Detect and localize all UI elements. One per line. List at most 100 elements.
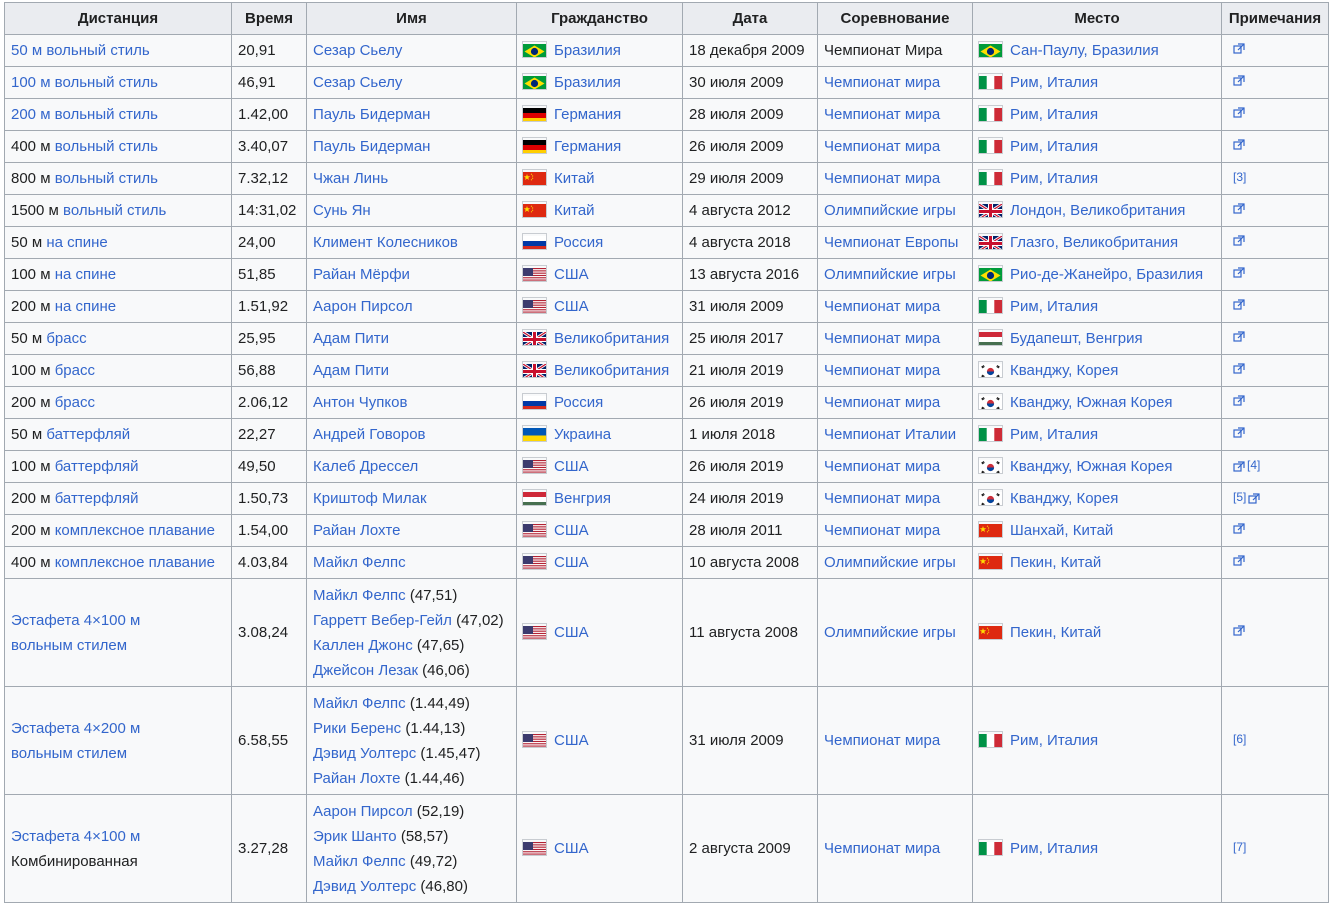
country-link[interactable]: США [554, 266, 589, 283]
swimmer-link[interactable]: Криштоф Милак [313, 490, 427, 507]
external-link-icon[interactable] [1233, 456, 1245, 472]
reference-link[interactable]: [5] [1233, 489, 1247, 504]
swimmer-link[interactable]: Дэвид Уолтерс [313, 877, 417, 895]
external-link-icon[interactable] [1233, 198, 1245, 214]
distance-link[interactable]: Эстафета 4×100 м [11, 611, 141, 629]
competition-link[interactable]: Чемпионат мира [824, 732, 941, 749]
distance-link[interactable]: Эстафета 4×200 м [11, 719, 141, 737]
swimmer-link[interactable]: Сезар Сьелу [313, 74, 403, 91]
country-link[interactable]: Китай [554, 202, 595, 219]
external-link-icon[interactable] [1233, 518, 1245, 534]
country-link[interactable]: Бразилия [554, 42, 621, 59]
distance-link[interactable]: на спине [46, 234, 108, 251]
distance-link[interactable]: комплексное плавание [54, 554, 216, 571]
place-link[interactable]: Сан-Паулу, Бразилия [1010, 42, 1159, 59]
header-date[interactable]: Дата [682, 2, 818, 35]
place-link[interactable]: Рим, Италия [1010, 170, 1099, 187]
external-link-icon[interactable] [1233, 102, 1245, 118]
swimmer-link[interactable]: Адам Пити [313, 330, 389, 347]
swimmer-link[interactable]: Райан Мёрфи [313, 266, 410, 283]
swimmer-link[interactable]: Майкл Фелпс [313, 694, 406, 712]
country-link[interactable]: Германия [554, 106, 622, 123]
place-link[interactable]: Рим, Италия [1010, 298, 1099, 315]
header-place[interactable]: Место [972, 2, 1222, 35]
header-distance[interactable]: Дистанция [4, 2, 232, 35]
place-link[interactable]: Рим, Италия [1010, 138, 1099, 155]
competition-link[interactable]: Чемпионат мира [824, 74, 941, 91]
swimmer-link[interactable]: Сезар Сьелу [313, 42, 403, 59]
swimmer-link[interactable]: Дэвид Уолтерс [313, 744, 417, 762]
place-link[interactable]: Кванджу, Корея [1010, 490, 1119, 507]
external-link-icon[interactable] [1233, 620, 1245, 636]
distance-link[interactable]: комплексное плавание [54, 522, 216, 539]
swimmer-link[interactable]: Гарретт Вебер-Гейл [313, 611, 452, 629]
swimmer-link[interactable]: Райан Лохте [313, 769, 401, 787]
country-link[interactable]: США [554, 732, 589, 749]
competition-link[interactable]: Чемпионат мира [824, 522, 941, 539]
distance-link[interactable]: 50 м вольный стиль [11, 42, 150, 59]
competition-link[interactable]: Чемпионат Италии [824, 426, 957, 443]
distance-link[interactable]: вольный стиль [54, 170, 158, 187]
external-link-icon[interactable] [1233, 326, 1245, 342]
country-link[interactable]: Венгрия [554, 490, 611, 507]
place-link[interactable]: Рим, Италия [1010, 840, 1099, 857]
place-link[interactable]: Рим, Италия [1010, 74, 1099, 91]
swimmer-link[interactable]: Адам Пити [313, 362, 389, 379]
external-link-icon[interactable] [1248, 488, 1260, 504]
place-link[interactable]: Пекин, Китай [1010, 624, 1102, 641]
place-link[interactable]: Лондон, Великобритания [1010, 202, 1186, 219]
place-link[interactable]: Рим, Италия [1010, 732, 1099, 749]
reference-link[interactable]: [6] [1233, 731, 1247, 746]
swimmer-link[interactable]: Аарон Пирсол [313, 802, 413, 820]
swimmer-link[interactable]: Майкл Фелпс [313, 852, 406, 870]
place-link[interactable]: Будапешт, Венгрия [1010, 330, 1143, 347]
swimmer-link[interactable]: Рики Беренс [313, 719, 402, 737]
swimmer-link[interactable]: Сунь Ян [313, 202, 371, 219]
country-link[interactable]: США [554, 522, 589, 539]
reference-link[interactable]: [3] [1233, 169, 1247, 184]
competition-link[interactable]: Чемпионат Европы [824, 234, 959, 251]
country-link[interactable]: США [554, 298, 589, 315]
competition-link[interactable]: Чемпионат мира [824, 106, 941, 123]
place-link[interactable]: Пекин, Китай [1010, 554, 1102, 571]
country-link[interactable]: США [554, 840, 589, 857]
distance-link[interactable]: Эстафета 4×100 м [11, 827, 141, 845]
swimmer-link[interactable]: Джейсон Лезак [313, 661, 419, 679]
external-link-icon[interactable] [1233, 38, 1245, 54]
swimmer-link[interactable]: Пауль Бидерман [313, 138, 431, 155]
external-link-icon[interactable] [1233, 358, 1245, 374]
country-link[interactable]: Россия [554, 394, 604, 411]
place-link[interactable]: Кванджу, Южная Корея [1010, 394, 1173, 411]
country-link[interactable]: США [554, 554, 589, 571]
country-link[interactable]: Великобритания [554, 362, 670, 379]
reference-link[interactable]: [7] [1233, 839, 1247, 854]
header-notes[interactable]: Примечания [1221, 2, 1329, 35]
distance-link[interactable]: 100 м вольный стиль [11, 74, 158, 91]
external-link-icon[interactable] [1233, 422, 1245, 438]
country-link[interactable]: США [554, 458, 589, 475]
country-link[interactable]: Россия [554, 234, 604, 251]
swimmer-link[interactable]: Каллен Джонс [313, 636, 413, 654]
header-name[interactable]: Имя [306, 2, 517, 35]
competition-link[interactable]: Чемпионат мира [824, 490, 941, 507]
external-link-icon[interactable] [1233, 70, 1245, 86]
distance-link[interactable]: баттерфляй [54, 458, 139, 475]
distance-link[interactable]: вольным стилем [11, 744, 128, 762]
external-link-icon[interactable] [1233, 134, 1245, 150]
distance-link[interactable]: на спине [54, 298, 117, 315]
competition-link[interactable]: Чемпионат мира [824, 362, 941, 379]
competition-link[interactable]: Чемпионат мира [824, 138, 941, 155]
header-competition[interactable]: Соревнование [817, 2, 973, 35]
competition-link[interactable]: Чемпионат мира [824, 394, 941, 411]
swimmer-link[interactable]: Майкл Фелпс [313, 554, 406, 571]
distance-link[interactable]: брасс [46, 330, 87, 347]
swimmer-link[interactable]: Эрик Шанто [313, 827, 397, 845]
place-link[interactable]: Кванджу, Южная Корея [1010, 458, 1173, 475]
country-link[interactable]: Германия [554, 138, 622, 155]
place-link[interactable]: Кванджу, Корея [1010, 362, 1119, 379]
external-link-icon[interactable] [1233, 550, 1245, 566]
distance-link[interactable]: вольным стилем [11, 636, 128, 654]
swimmer-link[interactable]: Калеб Дрессел [313, 458, 419, 475]
place-link[interactable]: Рим, Италия [1010, 106, 1099, 123]
distance-link[interactable]: 200 м вольный стиль [11, 106, 158, 123]
